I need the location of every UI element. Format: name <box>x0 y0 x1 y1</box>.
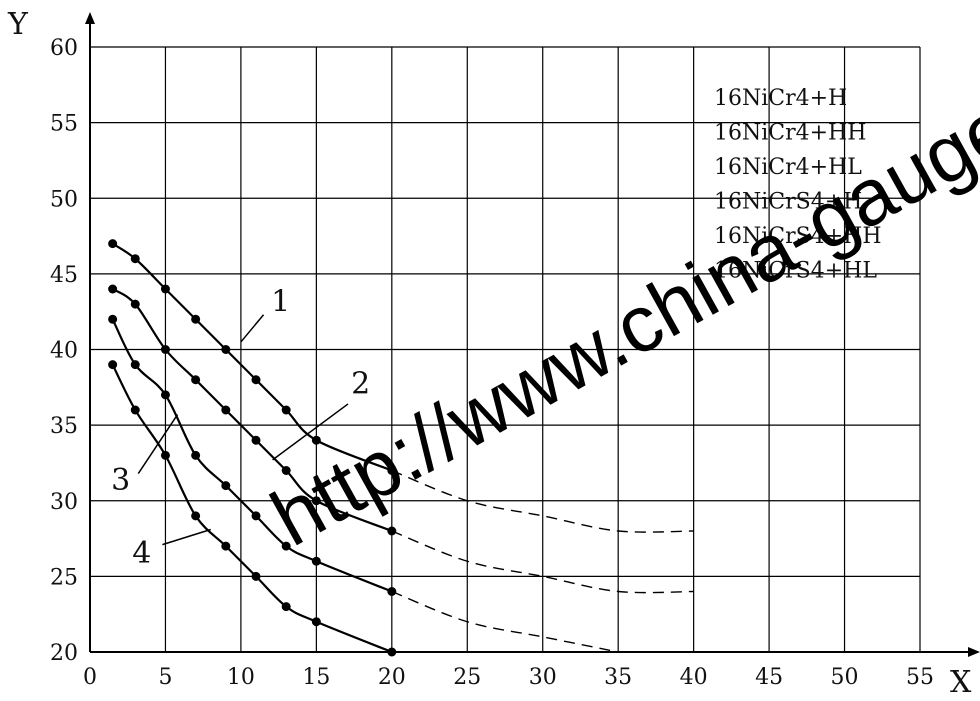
x-tick-label: 15 <box>302 665 330 690</box>
data-point <box>281 541 291 551</box>
curve-label: 3 <box>111 463 130 498</box>
data-point <box>281 602 291 612</box>
x-tick-label: 20 <box>378 665 406 690</box>
axes <box>85 12 980 657</box>
data-point <box>160 284 170 294</box>
data-point <box>221 405 231 415</box>
curve-label-leader <box>272 403 349 461</box>
legend-entry: 16NiCrS4+H <box>714 190 862 215</box>
x-tick-label: 25 <box>453 665 481 690</box>
curve-label: 1 <box>271 285 290 320</box>
x-tick-label: 45 <box>755 665 783 690</box>
data-point <box>191 314 201 324</box>
y-tick-label: 45 <box>50 263 78 288</box>
series-extension-3 <box>391 590 619 653</box>
y-axis-label: Y <box>7 7 29 42</box>
legend-entry: 16NiCr4+HL <box>714 155 862 180</box>
curve-label: 4 <box>132 536 151 571</box>
y-tick-label: 35 <box>50 414 78 439</box>
data-point <box>251 511 261 521</box>
data-point <box>387 647 397 657</box>
legend-entry: 16NiCr4+H <box>714 86 847 111</box>
y-tick-label: 30 <box>50 490 78 515</box>
series-extension-2 <box>391 530 694 594</box>
grid <box>90 46 921 652</box>
data-point <box>251 435 261 445</box>
data-point <box>191 450 201 460</box>
y-tick-label: 40 <box>50 339 78 364</box>
data-point <box>387 466 397 475</box>
legend-entry: 16NiCr4+HH <box>714 121 866 146</box>
data-point <box>221 345 231 354</box>
data-point <box>191 375 201 385</box>
data-point <box>387 587 397 596</box>
legend-entry: 16NiCrS4+HL <box>714 259 877 284</box>
y-tick-labels: 20 25 30 35 40 45 50 55 60 <box>50 36 78 666</box>
y-tick-label: 25 <box>50 565 78 590</box>
data-point <box>160 345 170 354</box>
data-point <box>130 254 140 264</box>
data-point <box>311 496 321 506</box>
data-point <box>108 314 118 324</box>
data-point <box>251 375 261 385</box>
y-tick-label: 50 <box>50 187 78 212</box>
curve-labels: 1 2 3 4 <box>111 285 370 571</box>
x-tick-labels: 0 5 10 15 20 25 30 35 40 45 50 55 <box>83 665 934 690</box>
data-point <box>130 299 140 309</box>
data-point <box>130 360 140 370</box>
data-point <box>221 541 231 551</box>
curve-label-leader <box>137 414 179 474</box>
data-point <box>281 466 291 475</box>
legend: 16NiCr4+H 16NiCr4+HH 16NiCr4+HL 16NiCrS4+H 1… <box>714 86 882 284</box>
series-group <box>108 239 694 657</box>
data-point <box>108 239 118 249</box>
data-point <box>311 435 321 445</box>
data-point <box>108 284 118 294</box>
x-axis-label: X <box>950 665 972 700</box>
data-point <box>130 405 140 415</box>
data-point <box>108 360 118 370</box>
legend-entry: 16NiCrS4+HH <box>714 224 882 249</box>
y-axis-arrow-icon <box>85 12 95 24</box>
x-axis-arrow-icon <box>968 647 980 657</box>
y-tick-label: 20 <box>50 641 78 666</box>
curve-label-leader <box>162 528 211 546</box>
y-tick-label: 60 <box>50 36 78 61</box>
x-tick-label: 5 <box>158 665 172 690</box>
data-point <box>191 511 201 521</box>
x-tick-label: 50 <box>831 665 859 690</box>
data-point <box>160 450 170 460</box>
data-point <box>221 481 231 491</box>
x-tick-label: 10 <box>227 665 255 690</box>
x-tick-label: 35 <box>604 665 632 690</box>
x-tick-label: 55 <box>906 665 934 690</box>
curve-label: 2 <box>351 366 370 401</box>
x-tick-label: 30 <box>529 665 557 690</box>
data-point <box>251 571 261 581</box>
data-point <box>311 556 321 566</box>
x-tick-label: 0 <box>83 665 97 690</box>
data-point <box>311 617 321 627</box>
series-extension-1 <box>391 469 694 533</box>
data-point <box>281 405 291 415</box>
x-tick-label: 40 <box>680 665 708 690</box>
curve-label-leader <box>240 314 265 343</box>
data-point <box>160 390 170 400</box>
data-point <box>387 526 397 536</box>
y-tick-label: 55 <box>50 112 78 137</box>
